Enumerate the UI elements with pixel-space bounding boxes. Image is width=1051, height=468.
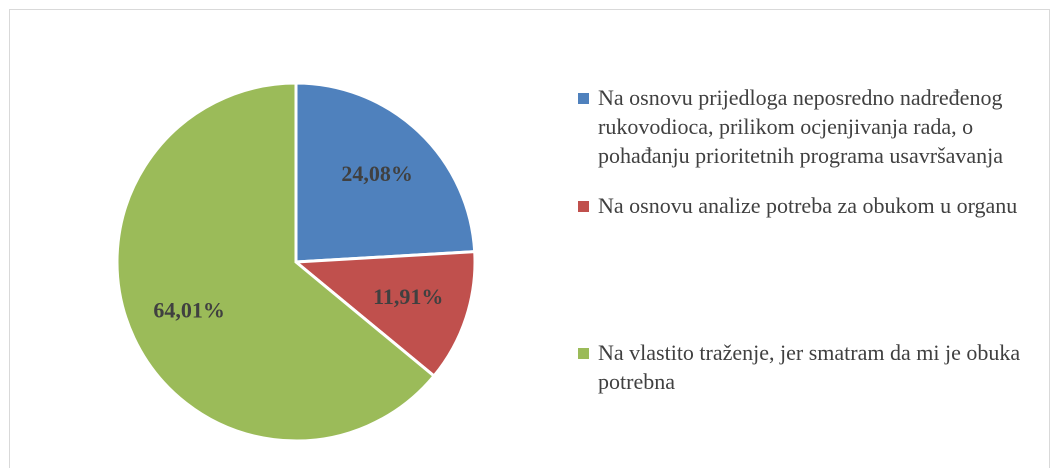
pie-slice (292, 250, 477, 379)
legend-swatch (578, 201, 589, 212)
legend-label: Na osnovu analize potreba za obukom u or… (598, 193, 1018, 218)
data-label: 11,91% (373, 284, 443, 309)
data-label: 24,08% (341, 161, 413, 186)
data-label: 64,01% (153, 297, 225, 322)
legend-swatch (578, 348, 589, 359)
legend-item: Na vlastito traženje, jer smatram da mi … (578, 338, 1030, 396)
legend-item: Na osnovu analize potreba za obukom u or… (578, 191, 1030, 220)
legend-item: Na osnovu prijedloga neposredno nadređen… (578, 83, 1030, 170)
pie-slice (115, 81, 437, 443)
chart-frame (9, 9, 1050, 468)
legend-swatch (578, 93, 589, 104)
legend-label: Na osnovu prijedloga neposredno nadređen… (598, 85, 1004, 168)
pie-slice (294, 81, 477, 264)
legend-label: Na vlastito traženje, jer smatram da mi … (598, 340, 1021, 394)
